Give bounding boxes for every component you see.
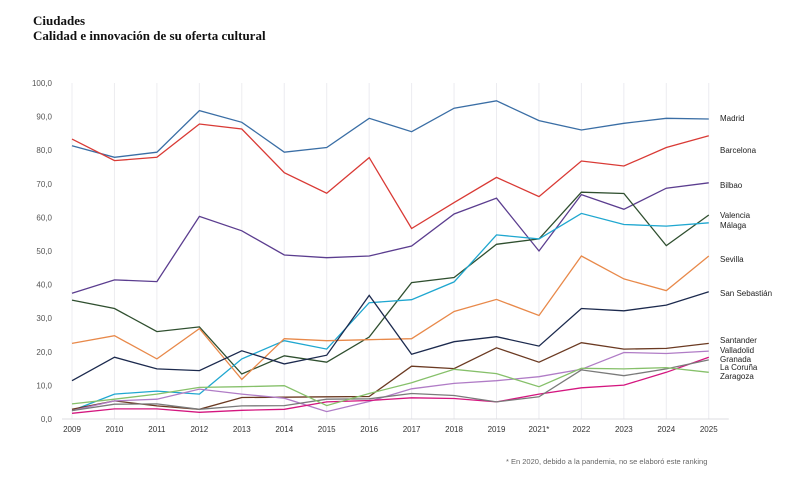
y-tick-label: 100,0 <box>32 79 53 88</box>
series-line-granada <box>71 356 710 414</box>
chart-subtitle: Calidad e innovación de su oferta cultur… <box>33 28 266 43</box>
gridlines <box>62 83 729 420</box>
series-line-sevilla <box>71 255 710 381</box>
series-label: Granada <box>720 355 752 364</box>
series-lines <box>71 100 710 414</box>
x-tick-label: 2019 <box>488 425 506 434</box>
series-label: Madrid <box>720 114 744 123</box>
y-tick-label: 50,0 <box>36 247 52 256</box>
series-label: Sevilla <box>720 255 744 264</box>
x-tick-label: 2011 <box>148 425 166 434</box>
series-label: Valencia <box>720 211 751 220</box>
y-tick-label: 40,0 <box>36 281 52 290</box>
series-line-bilbao <box>71 182 709 294</box>
y-tick-label: 20,0 <box>36 348 52 357</box>
y-tick-label: 60,0 <box>36 213 52 222</box>
x-axis: 2009 2010 2011 2012 2013 2014 2015 2016 2017 2018… <box>63 425 718 434</box>
x-tick-label: 2018 <box>445 425 463 434</box>
series-line-valladolid <box>71 350 709 413</box>
y-tick-label: 30,0 <box>36 314 52 323</box>
series-line-zaragoza <box>71 366 709 407</box>
series-line-barcelona <box>71 123 709 230</box>
x-tick-label: 2016 <box>360 425 378 434</box>
footnote: * En 2020, debido a la pandemia, no se e… <box>506 457 708 466</box>
y-axis: 0,0 10,0 20,0 30,0 40,0 50,0 60,0 70,0 80,0 90,0 1… <box>32 79 53 424</box>
x-tick-label: 2012 <box>190 425 208 434</box>
y-tick-label: 90,0 <box>36 113 52 122</box>
series-line-la-coru-a <box>71 359 709 412</box>
x-tick-label: 2023 <box>615 425 633 434</box>
x-tick-label: 2025 <box>700 425 718 434</box>
x-tick-label: 2009 <box>63 425 81 434</box>
series-label: Santander <box>720 336 757 345</box>
series-line-san-sebasti-n <box>71 291 709 382</box>
x-tick-label: 2010 <box>106 425 124 434</box>
chart-title: Ciudades <box>33 13 86 28</box>
y-tick-label: 80,0 <box>36 146 52 155</box>
x-tick-label: 2024 <box>657 425 675 434</box>
x-tick-label: 2013 <box>233 425 251 434</box>
series-label: La Coruña <box>720 363 758 372</box>
series-label: Barcelona <box>720 146 757 155</box>
y-tick-label: 70,0 <box>36 180 52 189</box>
series-line-valencia <box>71 191 710 375</box>
series-label: Málaga <box>720 221 747 230</box>
x-tick-label: 2014 <box>275 425 293 434</box>
x-tick-label: 2015 <box>318 425 336 434</box>
y-tick-label: 10,0 <box>36 381 52 390</box>
series-line-santander <box>71 342 709 410</box>
x-tick-label: 2021* <box>528 425 549 434</box>
y-tick-label: 0,0 <box>41 415 53 424</box>
x-tick-label: 2022 <box>573 425 591 434</box>
series-label: Zaragoza <box>720 372 754 381</box>
series-label: San Sebastián <box>720 289 772 298</box>
chart-title-block: Ciudades Calidad e innovación de su ofer… <box>33 13 266 43</box>
series-line-madrid <box>71 100 709 158</box>
x-tick-label: 2017 <box>403 425 421 434</box>
series-label: Bilbao <box>720 181 743 190</box>
series-label: Valladolid <box>720 346 754 355</box>
series-line-m-laga <box>71 212 709 412</box>
